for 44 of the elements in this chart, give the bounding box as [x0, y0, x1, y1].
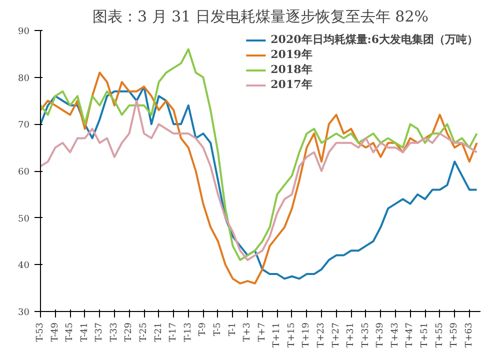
y-tick-label: 40	[18, 261, 30, 272]
x-tick-label: T-5	[212, 322, 223, 336]
y-tick-label: 60	[18, 168, 30, 178]
x-tick-label: T+11	[272, 322, 282, 348]
x-tick-label: T+55	[434, 322, 445, 348]
chart-title: 图表：3 月 31 日发电耗煤量逐步恢复至去年 82%	[92, 8, 429, 26]
legend-label: 2019年	[270, 47, 312, 62]
x-tick-label: T+43	[390, 322, 400, 348]
x-tick-label: T-33	[109, 322, 120, 342]
x-tick-label: T+7	[257, 322, 268, 342]
x-tick-label: T-37	[94, 322, 105, 342]
line-series	[40, 100, 478, 261]
x-tick-label: T-21	[154, 322, 164, 342]
x-tick-label: T-1	[228, 322, 238, 336]
x-tick-label: T-29	[124, 322, 134, 342]
legend-label: 2018年	[270, 62, 312, 77]
x-tick-label: T+15	[286, 322, 297, 348]
x-tick-label: T-49	[50, 322, 60, 342]
line-series	[40, 48, 478, 261]
x-tick-label: T+59	[450, 322, 460, 348]
x-tick-label: T+19	[302, 322, 312, 348]
x-tick-label: T-25	[139, 322, 150, 342]
x-tick-label: T-45	[65, 322, 76, 342]
x-tick-label: T+27	[331, 322, 342, 348]
x-tick-label: T+31	[346, 322, 356, 348]
x-tick-label: T+63	[464, 322, 474, 348]
x-tick-label: T-17	[168, 322, 179, 342]
x-tick-label: T-53	[36, 322, 46, 342]
x-tick-label: T+47	[405, 322, 416, 348]
x-tick-label: T+51	[420, 322, 430, 348]
x-tick-label: T-9	[198, 322, 208, 336]
x-tick-label: T+23	[316, 322, 327, 348]
y-tick-label: 90	[18, 27, 30, 37]
legend-label: 2017年	[270, 77, 312, 92]
x-tick-label: T+39	[376, 322, 386, 348]
x-tick-label: T-41	[80, 322, 90, 342]
y-tick-label: 30	[18, 308, 30, 318]
legend-label: 2020年日均耗煤量:6大发电集团（万吨）	[270, 32, 478, 47]
y-tick-label: 50	[18, 214, 30, 224]
y-tick-label: 70	[18, 120, 30, 131]
x-tick-label: T-13	[183, 322, 194, 342]
x-tick-label: T+35	[360, 322, 371, 348]
x-tick-label: T+3	[242, 322, 253, 342]
y-tick-label: 80	[18, 74, 30, 84]
